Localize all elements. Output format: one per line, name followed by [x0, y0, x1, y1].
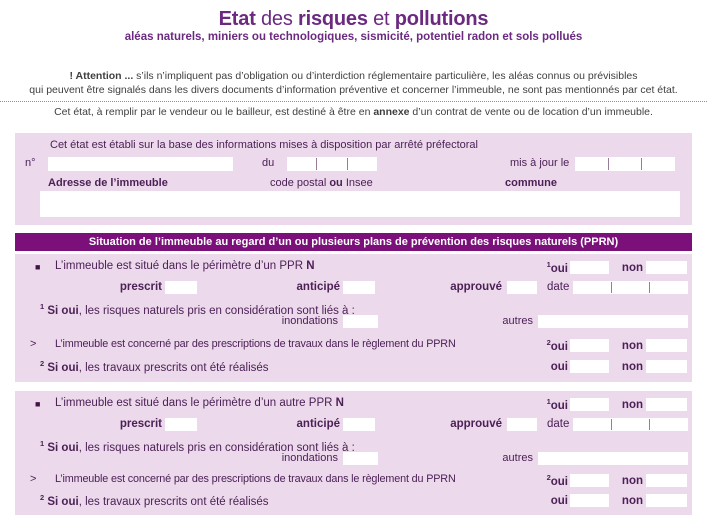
anticipe-label: anticipé	[296, 280, 340, 293]
anticipe-label: anticipé	[296, 417, 340, 430]
ppr2-travaux-non-field[interactable]	[646, 474, 687, 487]
ppr2-oui-field[interactable]	[570, 398, 609, 411]
non-label: non	[621, 261, 643, 274]
ppr1-autres-field[interactable]	[538, 314, 688, 328]
maj-date-field[interactable]	[575, 156, 675, 171]
ppr2-si-oui-realises: 2 Si oui, les travaux prescrits ont été …	[40, 492, 269, 508]
ppr2-travaux-oui-field[interactable]	[570, 474, 609, 487]
ppr2-travaux-question: L’immeuble est concerné par des prescrip…	[55, 472, 456, 485]
arrete-info-box: Cet état est établi sur la base des info…	[15, 132, 692, 225]
non-label: non	[621, 474, 643, 487]
ppr2-prescrit-field[interactable]	[165, 417, 197, 431]
ppr1-date-field[interactable]	[573, 280, 688, 294]
oui-label: oui	[550, 494, 568, 507]
oui-label: 2oui	[546, 338, 568, 353]
oui-label: oui	[550, 360, 568, 373]
arrow-bullet-icon: >	[30, 337, 37, 350]
oui-label: 2oui	[546, 473, 568, 488]
page-title: Etat des risques et pollutions	[218, 8, 489, 30]
ppr2-si-oui-risques: 1 Si oui, les risques naturels pris en c…	[40, 438, 355, 454]
date-label: date	[547, 417, 570, 430]
date-cell	[650, 419, 688, 430]
square-bullet-icon: ■	[35, 398, 41, 409]
attention-annexe-text: Cet état, à remplir par le vendeur ou le…	[54, 106, 653, 118]
inondations-label: inondations	[281, 451, 338, 464]
ppr1-realises-non-field[interactable]	[646, 360, 687, 373]
adresse-label: Adresse de l’immeuble	[48, 176, 168, 189]
ppr2-inondations-field[interactable]	[343, 451, 378, 465]
ppr2-realises-non-field[interactable]	[646, 494, 687, 507]
pprn-block-2: ■ L’immeuble est situé dans le périmètre…	[15, 390, 692, 515]
arrete-intro-text: Cet état est établi sur la base des info…	[50, 138, 478, 151]
ppr2-non-field[interactable]	[646, 398, 687, 411]
square-bullet-icon: ■	[35, 261, 41, 272]
date-cell	[650, 282, 688, 293]
date-cell	[612, 281, 651, 293]
ppr1-travaux-question: L’immeuble est concerné par des prescrip…	[55, 337, 456, 350]
inondations-label: inondations	[281, 314, 338, 327]
ppr1-travaux-non-field[interactable]	[646, 339, 687, 352]
ppr2-date-field[interactable]	[573, 417, 688, 431]
oui-label: 1oui	[546, 397, 568, 412]
attention-note: ! Attention ... s’ils n’impliquent pas d…	[0, 70, 707, 120]
date-cell	[348, 158, 377, 170]
du-label: du	[262, 156, 275, 169]
erp-form-page: { "bullets": {"square": "■", "arrow": ">…	[0, 8, 707, 521]
date-cell	[609, 157, 643, 170]
ppr2-anticipe-field[interactable]	[343, 417, 375, 431]
pprn-section-header: Situation de l’immeuble au regard d’un o…	[15, 232, 692, 251]
date-cell	[642, 158, 675, 170]
non-label: non	[621, 398, 643, 411]
ppr1-si-oui-realises: 2 Si oui, les travaux prescrits ont été …	[40, 358, 269, 374]
ppr1-anticipe-field[interactable]	[343, 280, 375, 294]
prescrit-label: prescrit	[119, 417, 162, 430]
arrete-numero-field[interactable]	[48, 156, 233, 171]
non-label: non	[621, 494, 643, 507]
ppr1-non-field[interactable]	[646, 261, 687, 274]
mis-a-jour-label: mis à jour le	[510, 156, 570, 169]
commune-label: commune	[505, 176, 557, 189]
non-label: non	[621, 360, 643, 373]
non-label: non	[621, 339, 643, 352]
date-label: date	[547, 280, 570, 293]
attention-warning-text: ! Attention ... s’ils n’impliquent pas d…	[0, 70, 707, 102]
code-postal-label: code postal ou Insee	[270, 176, 373, 189]
ppr2-approuve-field[interactable]	[507, 417, 537, 431]
pprn-block-1: ■ L’immeuble est situé dans le périmètre…	[15, 253, 692, 382]
date-cell	[573, 281, 612, 293]
date-cell	[612, 418, 651, 430]
ppr1-si-oui-risques: 1 Si oui, les risques naturels pris en c…	[40, 301, 355, 317]
ppr2-question: L’immeuble est situé dans le périmètre d…	[55, 396, 344, 409]
prescrit-label: prescrit	[119, 280, 162, 293]
ppr1-question: L’immeuble est situé dans le périmètre d…	[55, 259, 315, 272]
date-cell	[287, 157, 318, 170]
ppr2-autres-field[interactable]	[538, 451, 688, 465]
ppr1-prescrit-field[interactable]	[165, 280, 197, 294]
autres-label: autres	[502, 314, 533, 327]
ppr1-realises-oui-field[interactable]	[570, 360, 609, 373]
arrete-date-field[interactable]	[287, 156, 377, 171]
page-subtitle: aléas naturels, miniers ou technologique…	[124, 31, 583, 43]
adresse-field[interactable]	[40, 190, 680, 217]
approuve-label: approuvé	[450, 280, 502, 293]
oui-label: 1oui	[546, 260, 568, 275]
numero-label: n°	[25, 156, 36, 169]
attention-label: ! Attention ...	[69, 70, 134, 82]
autres-label: autres	[502, 451, 533, 464]
ppr1-approuve-field[interactable]	[507, 280, 537, 294]
approuve-label: approuvé	[450, 417, 502, 430]
date-cell	[573, 418, 612, 430]
arrow-bullet-icon: >	[30, 472, 37, 485]
ppr1-travaux-oui-field[interactable]	[570, 339, 609, 352]
ppr1-oui-field[interactable]	[570, 261, 609, 274]
ppr1-inondations-field[interactable]	[343, 314, 378, 328]
date-cell	[575, 157, 609, 170]
ppr2-realises-oui-field[interactable]	[570, 494, 609, 507]
date-cell	[317, 157, 348, 170]
